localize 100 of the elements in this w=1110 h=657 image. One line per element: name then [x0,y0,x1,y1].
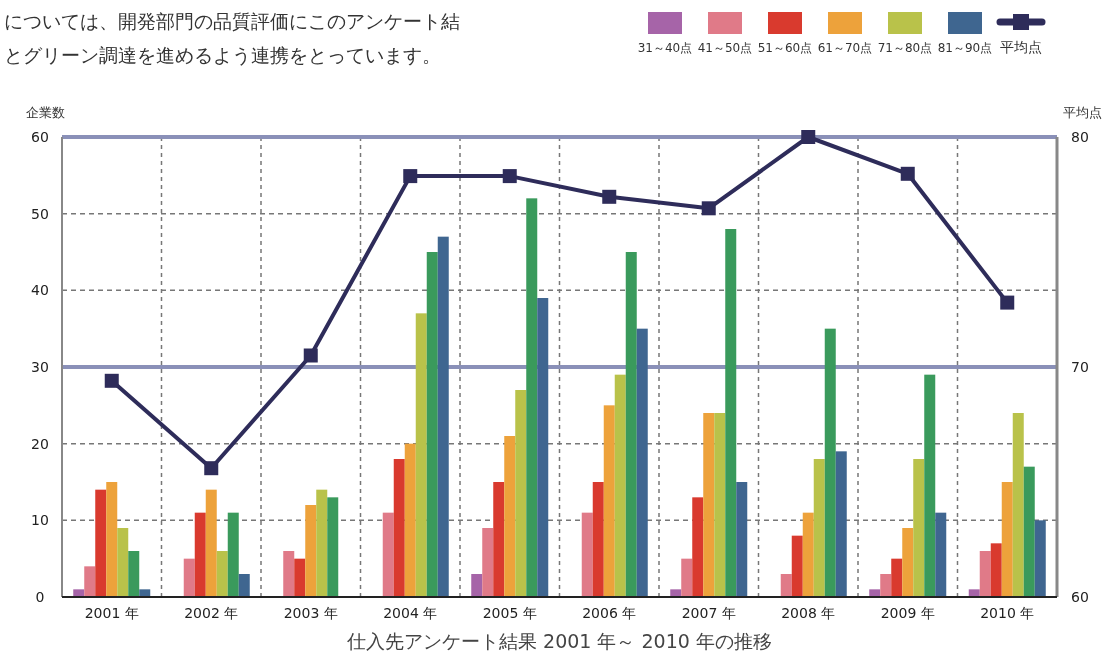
y2-tick-label: 70 [1071,359,1089,375]
y2-tick-label: 80 [1071,129,1089,145]
legend-label: 41～50点 [697,41,753,55]
bar [316,489,328,597]
legend-label: 61～70点 [817,41,873,55]
x-tick-label: 2003 年 [283,605,338,621]
bar [703,413,715,597]
y2-tick-label: 60 [1071,589,1089,605]
bar [205,489,217,597]
y-tick-label: 30 [31,359,49,375]
x-tick-label: 2002 年 [184,605,239,621]
point [204,461,219,476]
bar [537,298,549,597]
x-tick-label: 2006 年 [582,605,637,621]
bar [780,574,792,597]
bar [84,566,96,597]
y-tick-label: 60 [31,129,49,145]
legend-label: 71～80点 [877,41,933,55]
y-tick-label: 40 [31,282,49,299]
bar [493,482,505,597]
point [900,166,915,181]
bar [1012,413,1024,597]
bar [404,443,416,597]
bar [802,512,814,597]
bar [935,512,947,597]
x-tick-label: 2010 年 [980,605,1035,621]
bar [305,505,317,597]
bar [835,451,847,597]
point [602,189,617,204]
bar [227,512,239,597]
bar [382,512,394,597]
x-tick-label: 2001 年 [84,605,139,621]
bar [603,405,615,597]
bar [283,551,295,597]
point [403,169,418,184]
bar [471,574,483,597]
bar [625,252,637,597]
x-tick-label: 2009 年 [880,605,935,621]
bar [692,497,704,597]
y2-axis-title: 平均点 [1062,105,1102,120]
point [1000,295,1015,310]
bar [117,528,129,597]
bar [1023,466,1035,597]
bar [238,574,250,597]
bar [128,551,140,597]
y-tick-label: 10 [31,512,49,529]
text: については、開発部門の品質評価にこのアンケート結 [4,10,460,32]
bar [968,589,980,597]
point [104,373,119,388]
y-tick-label: 20 [31,435,49,452]
y-tick-label: 50 [31,205,49,222]
bar [924,374,936,597]
bar [106,482,118,597]
bar [73,589,85,597]
bar [636,328,648,597]
bar [393,459,405,597]
bar [194,512,206,597]
bar [869,589,881,597]
bar [504,436,516,597]
x-axis-title: 仕入先アンケート結果 2001 年～ 2010 年の推移 [346,630,772,652]
bar [294,558,306,597]
x-tick-label: 2007 年 [681,605,736,621]
y-axis-title: 企業数 [25,105,65,120]
text: とグリーン調達を進めるよう連携をとっています。 [4,44,441,66]
x-tick-label: 2008 年 [781,605,836,621]
y-tick-label: 0 [35,589,45,605]
bar [736,482,748,597]
legend-label: 51～60点 [757,41,813,55]
bar [979,551,991,597]
bar [426,252,438,597]
bar [1034,520,1046,597]
point [502,169,517,184]
bar [913,459,925,597]
bar [824,328,836,597]
bar [902,528,914,597]
bar [581,512,593,597]
bar [670,589,682,597]
legend-label: 31～40点 [637,41,693,55]
bar [515,390,527,597]
bar [482,528,494,597]
bar [681,558,693,597]
bar [139,589,151,597]
bar [891,558,903,597]
bar [813,459,825,597]
bar [791,535,803,597]
bar [526,198,538,597]
legend-label: 平均点 [1000,39,1042,55]
bar [437,236,449,597]
legend-label: 81～90点 [937,41,993,55]
point [801,130,816,144]
bar [714,413,726,597]
point [701,201,716,216]
bar [183,558,195,597]
bar [95,489,107,597]
bar [725,229,737,597]
x-tick-label: 2005 年 [482,605,537,621]
bar [415,313,427,597]
bar [592,482,604,597]
bar [880,574,892,597]
bar [1001,482,1013,597]
